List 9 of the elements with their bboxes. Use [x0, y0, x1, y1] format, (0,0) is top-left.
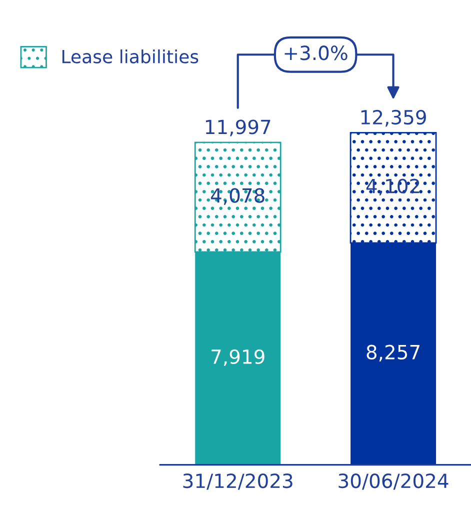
text: +3.0%: [284, 46, 348, 60]
text: Lease liabilities: [62, 49, 198, 64]
data-label: 7,919: [212, 349, 264, 366]
data-label: 4,078: [210, 188, 264, 205]
total-label: 12,359: [361, 110, 426, 127]
total-label: 11,997: [206, 120, 270, 136]
x-tick-label: 30/06/2024: [338, 473, 448, 490]
data-label: 8,257: [366, 344, 420, 362]
x-tick-label: 31/12/2023: [183, 473, 292, 490]
